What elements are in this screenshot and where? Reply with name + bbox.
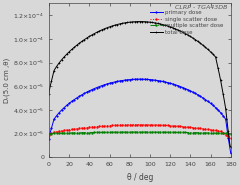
X-axis label: θ / deg: θ / deg bbox=[127, 173, 153, 181]
primary dose bbox=[151, 79, 154, 81]
primary dose bbox=[162, 80, 164, 83]
single scatter dose bbox=[162, 124, 164, 126]
primary dose bbox=[158, 80, 161, 82]
single scatter dose bbox=[81, 127, 84, 129]
total dose bbox=[138, 21, 141, 23]
primary dose bbox=[81, 93, 84, 95]
multiple scatter dose bbox=[138, 131, 141, 133]
Legend: primary dose, single scatter dose, multiple scatter dose, total dose: primary dose, single scatter dose, multi… bbox=[149, 9, 224, 36]
total dose bbox=[229, 146, 232, 148]
multiple scatter dose bbox=[158, 131, 161, 133]
primary dose bbox=[208, 101, 210, 103]
single scatter dose bbox=[158, 124, 161, 126]
Line: multiple scatter dose: multiple scatter dose bbox=[48, 131, 232, 135]
total dose bbox=[81, 40, 84, 42]
multiple scatter dose bbox=[53, 132, 55, 134]
multiple scatter dose bbox=[229, 133, 232, 135]
single scatter dose bbox=[53, 131, 55, 133]
multiple scatter dose bbox=[151, 131, 154, 133]
single scatter dose bbox=[151, 124, 154, 126]
total dose bbox=[158, 23, 161, 25]
primary dose bbox=[48, 138, 50, 140]
Line: single scatter dose: single scatter dose bbox=[48, 124, 232, 139]
total dose bbox=[151, 21, 154, 24]
Text: CLRP - TGA43DB: CLRP - TGA43DB bbox=[175, 5, 227, 10]
primary dose bbox=[138, 78, 141, 80]
Y-axis label: Dᵣ(5.0 cm ,θ): Dᵣ(5.0 cm ,θ) bbox=[3, 58, 10, 103]
total dose bbox=[208, 49, 210, 51]
single scatter dose bbox=[208, 128, 210, 131]
primary dose bbox=[53, 118, 55, 120]
total dose bbox=[48, 93, 50, 95]
Line: primary dose: primary dose bbox=[48, 78, 232, 154]
single scatter dose bbox=[48, 134, 50, 136]
Line: total dose: total dose bbox=[48, 20, 232, 148]
total dose bbox=[162, 23, 164, 26]
multiple scatter dose bbox=[162, 131, 164, 133]
total dose bbox=[53, 70, 55, 72]
single scatter dose bbox=[229, 137, 232, 139]
multiple scatter dose bbox=[81, 132, 84, 134]
primary dose bbox=[229, 152, 232, 154]
single scatter dose bbox=[138, 124, 141, 126]
multiple scatter dose bbox=[48, 133, 50, 135]
multiple scatter dose bbox=[208, 132, 210, 134]
